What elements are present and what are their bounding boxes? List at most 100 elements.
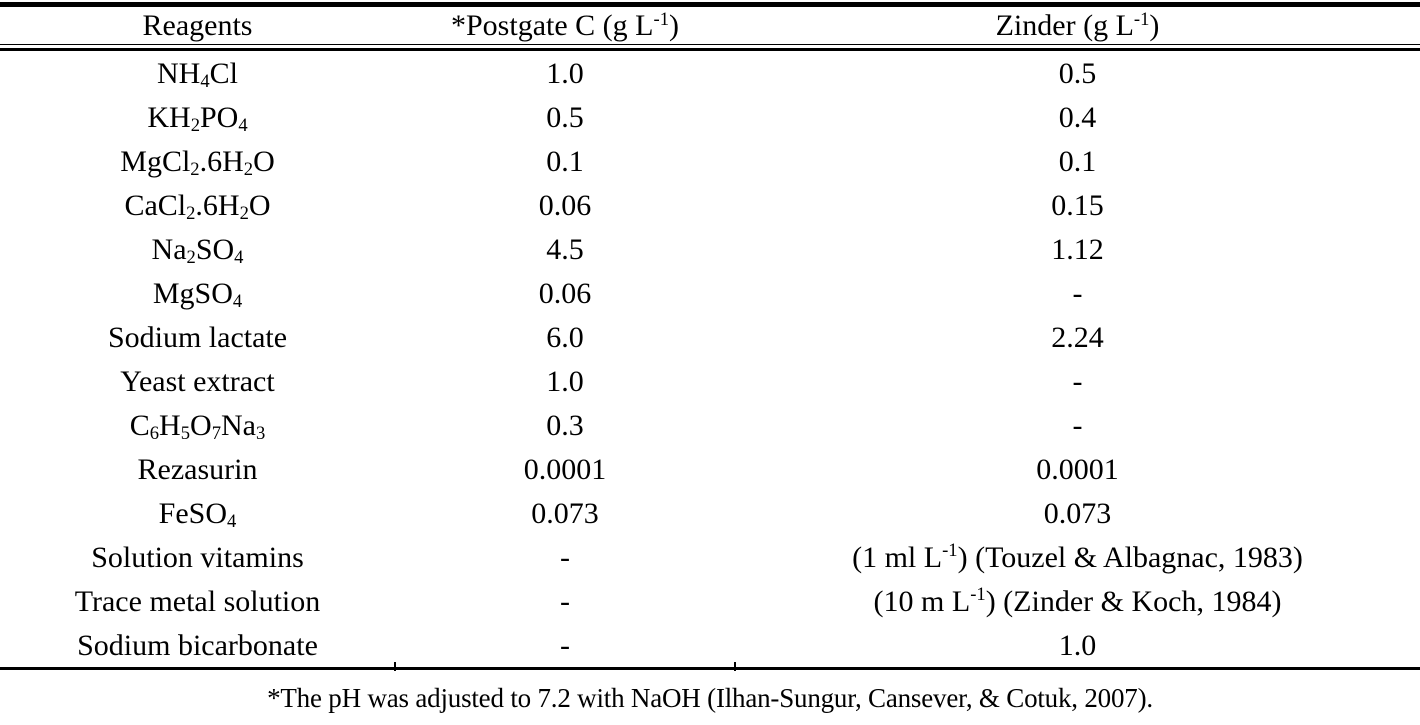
text-run: - [560,628,570,662]
reagent-cell: C6H5O7Na3 [0,403,395,447]
text-run: 0.073 [531,496,599,530]
subscript: 2 [243,158,254,180]
subscript: 2 [186,246,196,268]
table-row: NH4Cl 1.0 0.5 [0,51,1420,95]
reagent-cell: CaCl2.6H2O [0,183,395,227]
text-run: - [560,540,570,574]
text-run: FeSO [158,496,228,530]
column-boundary-tick [394,662,396,671]
postgate-value-cell: 1.0 [395,359,735,403]
subscript: 3 [255,422,266,444]
text-run: 0.15 [1051,188,1104,222]
postgate-value-cell: 0.1 [395,139,735,183]
reagent-cell: Trace metal solution [0,579,395,623]
reagent-cell: NH4Cl [0,51,395,95]
postgate-value-cell: 0.06 [395,271,735,315]
column-boundary-tick [734,662,736,671]
table-row: CaCl2.6H2O 0.06 0.15 [0,183,1420,227]
zinder-value-cell: - [735,271,1420,315]
table-row: Sodium lactate 6.0 2.24 [0,315,1420,359]
column-header-reagents: Reagents [0,5,395,52]
table-row: MgCl2.6H2O 0.1 0.1 [0,139,1420,183]
table-row: Trace metal solution - (10 m L-1) (Zinde… [0,579,1420,623]
subscript: 2 [190,158,200,180]
text-run: Yeast extract [120,364,275,398]
text-run: 1.0 [546,364,584,398]
postgate-value-cell: 1.0 [395,51,735,95]
text-run: 0.0001 [523,452,607,486]
text-run: Cl [209,56,238,90]
text-run: Na [151,232,187,266]
text-run: (1 ml L [852,540,943,574]
text-run: KH [147,100,191,134]
reagent-cell: Na2SO4 [0,227,395,271]
text-run: 4.5 [546,232,584,266]
text-run: O [248,188,271,222]
text-run: ) (Touzel & Albagnac, 1983) [957,540,1303,574]
postgate-value-cell: 4.5 [395,227,735,271]
subscript: 2 [186,202,196,224]
subscript: 7 [211,422,221,444]
table-row: Solution vitamins - (1 ml L-1) (Touzel &… [0,535,1420,579]
text-run: MgCl [120,144,191,178]
text-run: Sodium lactate [107,320,288,354]
subscript: 4 [234,246,244,268]
text-run: 0.1 [546,144,584,178]
text-run: 0.5 [546,100,584,134]
table-row: KH2PO4 0.5 0.4 [0,95,1420,139]
table-row: Rezasurin 0.0001 0.0001 [0,447,1420,491]
text-run: 2.24 [1051,320,1104,354]
subscript: 4 [238,114,248,136]
reagent-cell: MgCl2.6H2O [0,139,395,183]
text-run: 6.0 [546,320,584,354]
text-run: 1.0 [1058,628,1097,662]
superscript: -1 [653,8,670,30]
zinder-value-cell: 0.0001 [735,447,1420,491]
subscript: 5 [180,422,191,444]
postgate-value-cell: 0.0001 [395,447,735,491]
table-row: MgSO4 0.06 - [0,271,1420,315]
text-run: 0.3 [546,408,584,442]
subscript: 2 [239,202,249,224]
text-run: 1.0 [546,56,584,90]
text-run: 0.1 [1058,144,1097,178]
table-body: NH4Cl 1.0 0.5 KH2PO4 0.5 0.4 MgCl2.6H2O … [0,51,1420,670]
text-run: (10 m L [873,584,971,618]
header-row: Reagents *Postgate C (g L-1) Zinder (g L… [0,5,1420,52]
text-run: *The pH was adjusted to 7.2 with NaOH (I… [267,683,1153,713]
reagent-cell: FeSO4 [0,491,395,535]
postgate-value-cell: 0.073 [395,491,735,535]
text-run: H [159,408,181,442]
zinder-value-cell: 0.5 [735,51,1420,95]
text-run: Rezasurin [137,452,258,486]
text-run: - [1072,364,1083,398]
table-row: Yeast extract 1.0 - [0,359,1420,403]
zinder-value-cell: (1 ml L-1) (Touzel & Albagnac, 1983) [735,535,1420,579]
table-footnote: *The pH was adjusted to 7.2 with NaOH (I… [0,682,1420,714]
table-row: Sodium bicarbonate - 1.0 [0,623,1420,670]
text-run: 0.4 [1058,100,1097,134]
text-run: 0.073 [1043,496,1112,530]
culture-media-composition-table: Reagents *Postgate C (g L-1) Zinder (g L… [0,2,1420,670]
reagent-cell: MgSO4 [0,271,395,315]
text-run: Reagents [142,9,253,42]
text-run: SO [195,232,235,266]
postgate-value-cell: 0.06 [395,183,735,227]
table-row: FeSO4 0.073 0.073 [0,491,1420,535]
text-run: Na [220,408,256,442]
reagent-cell: Rezasurin [0,447,395,491]
superscript: -1 [942,540,958,562]
text-run: C [129,408,150,442]
zinder-value-cell: (10 m L-1) (Zinder & Koch, 1984) [735,579,1420,623]
text-run: O [253,144,275,178]
text-run: - [1072,408,1083,442]
text-run: Trace metal solution [74,584,321,618]
zinder-value-cell: 0.1 [735,139,1420,183]
postgate-value-cell: - [395,623,735,670]
subscript: 2 [190,114,200,136]
zinder-value-cell: 0.15 [735,183,1420,227]
text-run: 0.5 [1058,56,1097,90]
postgate-value-cell: - [395,579,735,623]
text-run: ) (Zinder & Koch, 1984) [985,584,1282,618]
text-run: Zinder (g L [995,9,1134,42]
